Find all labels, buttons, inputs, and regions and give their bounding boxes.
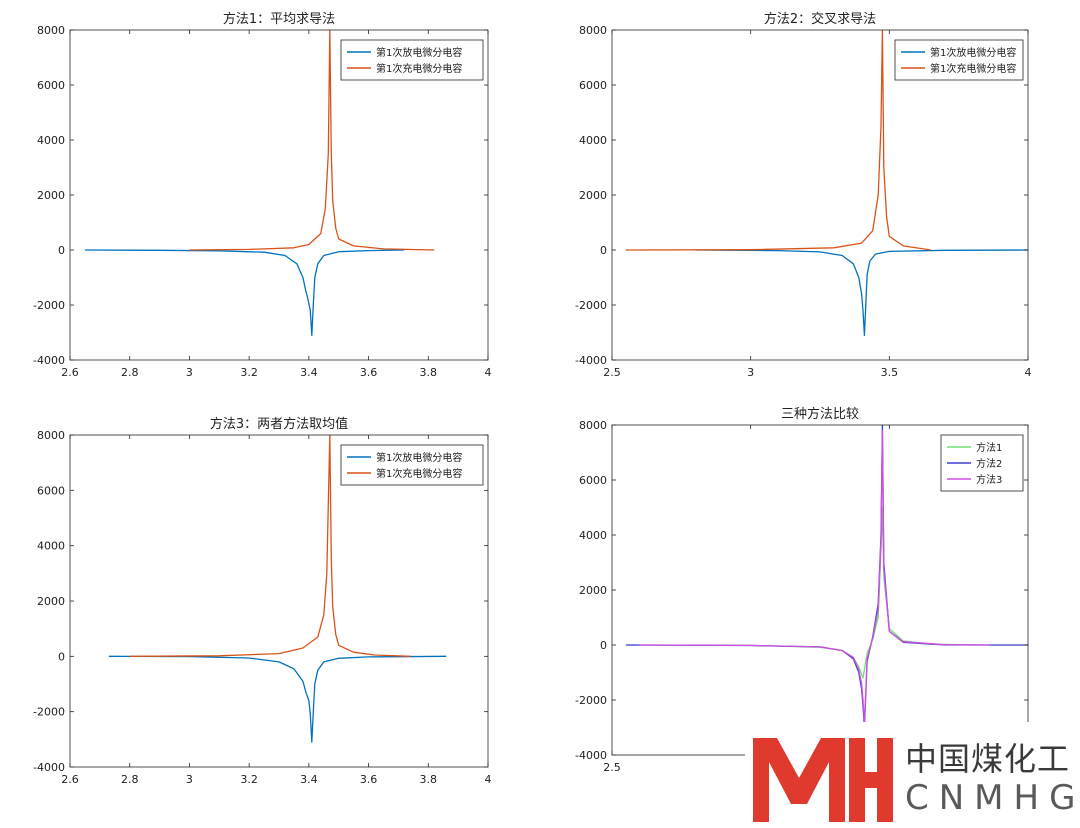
y-tick-label: -2000 bbox=[575, 299, 607, 312]
y-tick-label: 0 bbox=[58, 244, 65, 257]
chart-title: 方法3：两者方法取均值 bbox=[210, 416, 348, 432]
x-tick-label: 2.5 bbox=[603, 366, 621, 379]
x-tick-label: 3.6 bbox=[360, 366, 378, 379]
series-line-2 bbox=[189, 30, 435, 251]
y-tick-label: 4000 bbox=[579, 529, 607, 542]
y-tick-label: -2000 bbox=[575, 694, 607, 707]
y-tick-label: -4000 bbox=[33, 761, 65, 774]
x-tick-label: 2.8 bbox=[121, 773, 139, 786]
legend-label: 方法2 bbox=[976, 457, 1002, 470]
chart-panel-4: 2.533.54-4000-200002000400060008000三种方法比… bbox=[575, 406, 1031, 774]
y-tick-label: 4000 bbox=[37, 134, 65, 147]
watermark: 中国煤化工 CNMHG bbox=[745, 722, 1080, 828]
legend-label: 第1次充电微分电容 bbox=[376, 467, 462, 480]
legend-label: 方法1 bbox=[976, 441, 1002, 454]
legend-label: 第1次放电微分电容 bbox=[376, 46, 462, 59]
y-tick-label: 8000 bbox=[37, 24, 65, 37]
y-tick-label: 8000 bbox=[579, 419, 607, 432]
y-tick-label: 6000 bbox=[579, 79, 607, 92]
y-tick-label: -4000 bbox=[33, 354, 65, 367]
y-tick-label: 2000 bbox=[37, 189, 65, 202]
chart-panel-2: 2.5 3 3.5 4 -4000 -2000 0 2000 4000 6000 8000 方法2：交… bbox=[575, 11, 1031, 379]
y-tick-label: 0 bbox=[600, 244, 607, 257]
legend-label: 第1次充电微分电容 bbox=[376, 62, 462, 75]
plot-area bbox=[70, 30, 488, 360]
y-tick-label: 6000 bbox=[37, 484, 65, 497]
y-tick-label: 6000 bbox=[37, 79, 65, 92]
series-line-3 bbox=[639, 429, 990, 723]
x-tick-label: 2.6 bbox=[61, 366, 79, 379]
series-line-2 bbox=[625, 30, 931, 251]
legend-label: 第1次放电微分电容 bbox=[376, 451, 462, 464]
y-tick-label: -4000 bbox=[575, 354, 607, 367]
x-tick-label: 3 bbox=[747, 366, 754, 379]
plot-area bbox=[70, 435, 488, 767]
series-line-1 bbox=[108, 655, 447, 743]
x-tick-label: 3.4 bbox=[300, 366, 318, 379]
watermark-chinese-text: 中国煤化工 bbox=[905, 740, 1071, 778]
y-tick-label: 8000 bbox=[37, 429, 65, 442]
cnmhg-logo-mark bbox=[753, 738, 893, 822]
chart-title: 三种方法比较 bbox=[781, 406, 859, 422]
y-tick-label: 8000 bbox=[579, 24, 607, 37]
legend-label: 方法3 bbox=[976, 473, 1002, 486]
x-tick-label: 4 bbox=[485, 366, 492, 379]
x-tick-label: 3.4 bbox=[300, 773, 318, 786]
y-tick-label: 2000 bbox=[579, 584, 607, 597]
y-tick-label: -4000 bbox=[575, 749, 607, 762]
x-tick-label: 3.8 bbox=[420, 366, 438, 379]
chart-panel-3: 2.6 2.8 3 3.2 3.4 3.6 3.8 4 -4000 -2000 0 2000 4000 6… bbox=[33, 416, 491, 786]
x-tick-label: 4 bbox=[1025, 366, 1032, 379]
y-tick-label: 0 bbox=[600, 639, 607, 652]
series-group bbox=[84, 30, 435, 336]
x-tick-label: 3.2 bbox=[240, 773, 258, 786]
series-line-2 bbox=[129, 435, 411, 657]
y-tick-label: 4000 bbox=[37, 540, 65, 553]
x-tick-label: 2.8 bbox=[121, 366, 139, 379]
series-line-1 bbox=[695, 249, 1028, 336]
series-group bbox=[625, 30, 1028, 336]
y-tick-label: 6000 bbox=[579, 474, 607, 487]
legend-box bbox=[894, 39, 1024, 81]
x-tick-label: 3 bbox=[186, 773, 193, 786]
chart-panel-1: 2.6 2.8 3 3.2 3.4 3.6 3.8 4 -4000 -2000 0 2000 4000 6… bbox=[33, 11, 491, 379]
series-group bbox=[108, 435, 447, 743]
legend-box bbox=[340, 444, 484, 486]
y-tick-label: -2000 bbox=[33, 706, 65, 719]
y-tick-label: 2000 bbox=[579, 189, 607, 202]
x-tick-label: 4 bbox=[485, 773, 492, 786]
legend-label: 第1次充电微分电容 bbox=[930, 62, 1016, 75]
chart-title: 方法2：交叉求导法 bbox=[764, 11, 876, 27]
x-tick-label: 3.2 bbox=[240, 366, 258, 379]
x-tick-label: 2.5 bbox=[603, 761, 621, 774]
watermark-english-text: CNMHG bbox=[905, 778, 1080, 818]
y-tick-label: 0 bbox=[58, 650, 65, 663]
x-tick-label: 3.6 bbox=[360, 773, 378, 786]
legend-label: 第1次放电微分电容 bbox=[930, 46, 1016, 59]
plot-area bbox=[612, 30, 1028, 360]
legend: 方法1 方法2 方法3 bbox=[940, 434, 1024, 492]
chart-title: 方法1：平均求导法 bbox=[223, 11, 335, 27]
y-tick-label: 4000 bbox=[579, 134, 607, 147]
series-group bbox=[625, 425, 1028, 729]
legend-box bbox=[340, 39, 484, 81]
series-line-1 bbox=[84, 249, 405, 336]
y-tick-label: -2000 bbox=[33, 299, 65, 312]
y-tick-label: 2000 bbox=[37, 595, 65, 608]
x-tick-label: 3 bbox=[186, 366, 193, 379]
x-tick-label: 2.6 bbox=[61, 773, 79, 786]
x-tick-label: 3.8 bbox=[420, 773, 438, 786]
x-tick-label: 3.5 bbox=[881, 366, 899, 379]
